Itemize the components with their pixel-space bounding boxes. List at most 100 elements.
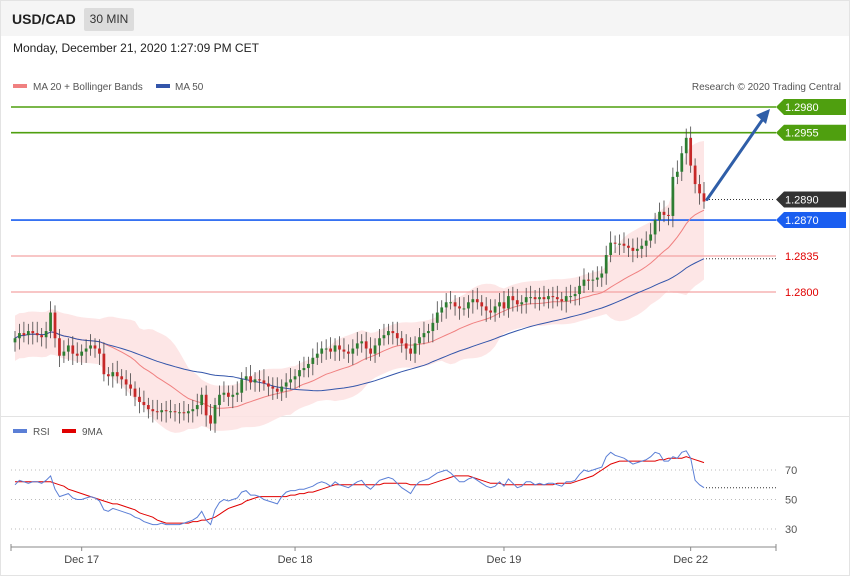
candle	[209, 404, 212, 431]
level-tag-current	[776, 191, 846, 208]
candle	[271, 377, 275, 400]
rsi-panel: 70 50 30	[11, 450, 797, 536]
rsi-tick-label: 30	[785, 524, 797, 536]
candle	[173, 404, 177, 422]
candle	[18, 323, 21, 350]
candle	[382, 323, 386, 346]
panel-divider	[1, 416, 849, 417]
rsi-legend: RSI 9MA	[13, 427, 103, 438]
candle	[653, 212, 657, 244]
candle	[66, 338, 70, 361]
level-label-1-2870: 1.2870	[785, 215, 819, 227]
candle	[449, 290, 453, 310]
timeframe-badge[interactable]: 30 MIN	[84, 8, 134, 31]
candle	[253, 372, 257, 392]
candle	[440, 300, 444, 322]
candle	[684, 128, 688, 165]
candle	[689, 126, 693, 173]
candle	[164, 400, 168, 423]
candle	[280, 379, 284, 401]
candle	[453, 295, 457, 316]
legend-swatch-ma20	[13, 84, 27, 88]
candle	[347, 344, 350, 363]
candle	[693, 158, 697, 194]
level-label-1-2980: 1.2980	[785, 102, 819, 114]
candle	[115, 360, 119, 384]
level-tag-target	[776, 124, 846, 141]
bollinger-band-area	[15, 141, 704, 433]
candle	[587, 272, 590, 290]
candle	[489, 299, 493, 320]
candle	[578, 276, 581, 306]
candle	[369, 337, 372, 361]
candle	[151, 399, 155, 423]
candle	[298, 360, 301, 388]
candle	[200, 387, 204, 415]
candle	[289, 368, 292, 390]
candle	[311, 348, 315, 376]
candle	[315, 342, 319, 365]
candle	[333, 338, 337, 361]
candle	[444, 293, 448, 319]
candle	[524, 287, 528, 314]
candle	[569, 284, 573, 304]
candle	[53, 305, 57, 348]
candle	[71, 336, 75, 365]
candle	[284, 373, 288, 398]
candle	[595, 266, 599, 287]
chart-header: USD/CAD 30 MIN	[1, 1, 849, 36]
candle	[418, 327, 421, 355]
x-tick-label: Dec 22	[673, 554, 708, 566]
legend-label-rsi-ma: 9MA	[82, 427, 103, 438]
candle	[507, 288, 510, 318]
candle	[427, 323, 430, 343]
candle	[627, 238, 630, 258]
candle	[111, 362, 115, 388]
candle	[618, 234, 621, 255]
candle	[155, 399, 159, 420]
candle	[413, 336, 417, 363]
candle	[564, 286, 568, 313]
level-label-1-2835: 1.2835	[785, 251, 819, 263]
candle	[102, 342, 106, 382]
candle	[186, 404, 190, 423]
research-credit: Research © 2020 Trading Central	[692, 82, 841, 93]
candle	[178, 403, 181, 424]
candle	[498, 293, 501, 318]
candle	[355, 332, 359, 356]
candle	[49, 301, 52, 339]
candle	[698, 174, 701, 205]
candle	[62, 340, 66, 363]
candle	[22, 321, 26, 343]
candle	[120, 369, 124, 389]
candle	[644, 231, 648, 258]
candle	[435, 301, 439, 331]
level-labels: 1.2980 1.2955 1.2890 1.2870 1.2835 1.2800	[776, 99, 846, 299]
legend-label-rsi: RSI	[33, 427, 50, 438]
level-tag-pivot	[776, 212, 846, 229]
candle	[231, 385, 235, 409]
candle	[600, 266, 604, 287]
candle	[538, 287, 541, 311]
candle	[422, 321, 426, 345]
candle	[542, 285, 546, 307]
candle	[667, 207, 670, 226]
ma50-line	[14, 258, 705, 392]
candle	[142, 390, 146, 413]
rsi-tick-label: 70	[785, 465, 797, 477]
candle	[560, 292, 564, 311]
candle	[662, 200, 666, 223]
symbol-title: USD/CAD	[12, 11, 76, 27]
candle	[169, 399, 172, 419]
candle	[529, 285, 533, 305]
candle	[204, 385, 208, 427]
candle	[675, 160, 679, 185]
candle	[351, 339, 355, 365]
candle	[404, 334, 408, 360]
forecast-arrow	[705, 109, 770, 201]
candle	[235, 381, 239, 402]
candle	[218, 385, 221, 417]
candle	[84, 339, 88, 363]
candle	[138, 387, 141, 414]
